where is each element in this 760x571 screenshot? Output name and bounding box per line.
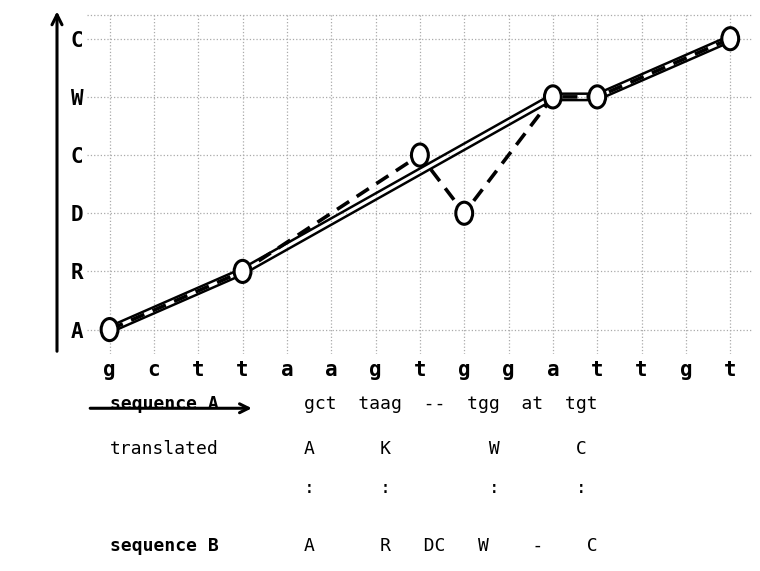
Circle shape — [234, 260, 251, 283]
Text: sequence A: sequence A — [110, 395, 219, 413]
Text: gct  taag  --  tgg  at  tgt: gct taag -- tgg at tgt — [304, 395, 597, 413]
Circle shape — [544, 86, 562, 108]
Circle shape — [411, 144, 429, 166]
Text: A      R   DC   W    -    C: A R DC W - C — [304, 537, 597, 555]
Text: translated: translated — [110, 440, 219, 458]
Circle shape — [456, 202, 473, 224]
Circle shape — [101, 319, 118, 341]
Text: :      :         :       :: : : : : — [304, 478, 587, 497]
Text: sequence B: sequence B — [110, 537, 219, 555]
Text: A      K         W       C: A K W C — [304, 440, 587, 458]
Circle shape — [589, 86, 606, 108]
Circle shape — [722, 27, 739, 50]
